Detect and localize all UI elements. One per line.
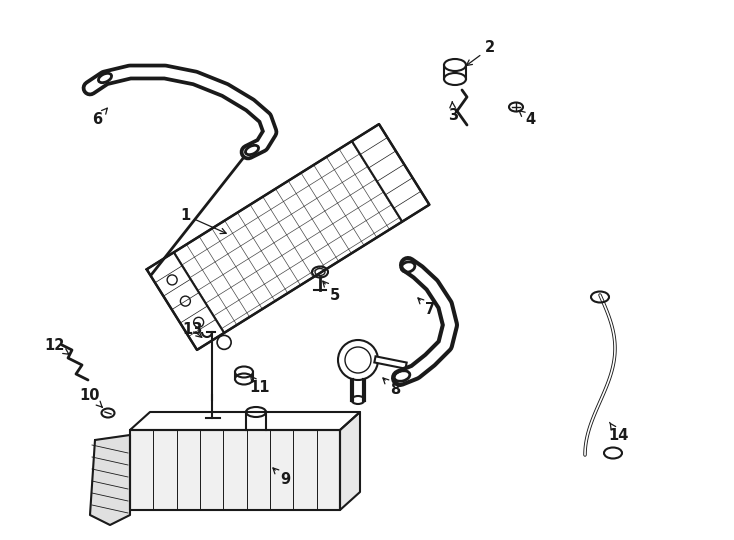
Text: 5: 5 bbox=[323, 281, 340, 302]
Polygon shape bbox=[340, 412, 360, 510]
Text: 11: 11 bbox=[250, 375, 270, 395]
Polygon shape bbox=[130, 430, 340, 510]
Text: 7: 7 bbox=[418, 298, 435, 318]
Text: 14: 14 bbox=[608, 422, 628, 442]
Text: 13: 13 bbox=[183, 322, 203, 338]
Text: 3: 3 bbox=[448, 102, 458, 123]
Text: 9: 9 bbox=[273, 468, 290, 488]
Polygon shape bbox=[147, 252, 224, 350]
Polygon shape bbox=[174, 141, 402, 333]
Text: 6: 6 bbox=[92, 108, 107, 127]
Polygon shape bbox=[352, 124, 429, 221]
Text: 2: 2 bbox=[466, 40, 495, 65]
Text: 10: 10 bbox=[80, 388, 103, 407]
Text: 8: 8 bbox=[383, 378, 400, 397]
Text: 4: 4 bbox=[519, 111, 535, 127]
Polygon shape bbox=[90, 435, 130, 525]
Text: 12: 12 bbox=[45, 338, 69, 354]
Text: 1: 1 bbox=[180, 207, 226, 234]
Polygon shape bbox=[130, 412, 360, 430]
